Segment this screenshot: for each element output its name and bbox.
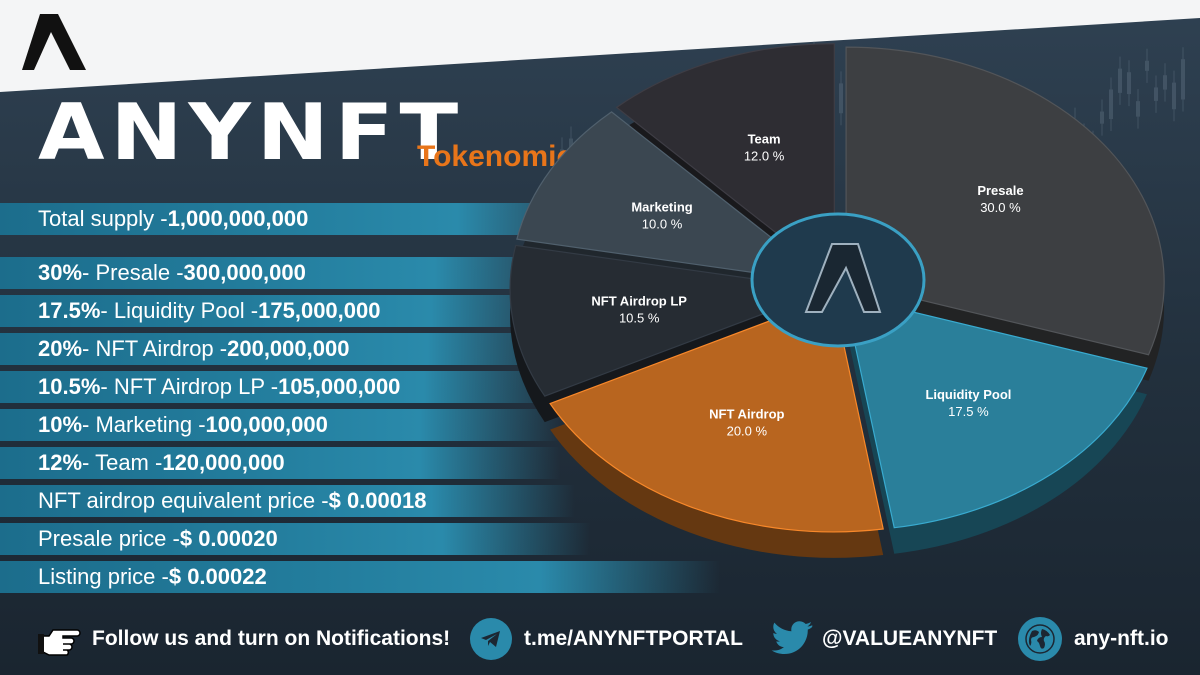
pie-slice-marketing: [516, 111, 832, 285]
pie-label-team: Team: [748, 132, 781, 147]
candle: [1163, 75, 1167, 90]
row-text: Listing price -: [38, 564, 169, 589]
pie-label-liquidity-pool: Liquidity Pool: [925, 387, 1011, 402]
candle: [1127, 72, 1131, 95]
pie-value-marketing: 10.0 %: [642, 216, 683, 231]
row-value: 300,000,000: [183, 260, 306, 285]
row-value: 200,000,000: [227, 336, 350, 361]
footer-website[interactable]: any-nft.io: [1018, 614, 1169, 664]
row-text: - Liquidity Pool -: [100, 298, 259, 323]
row-total-supply: Total supply - 1,000,000,000: [0, 203, 610, 235]
row-text: Total supply -: [38, 206, 168, 231]
pie-slice-nft-airdrop-lp: [509, 244, 829, 397]
candle: [1181, 59, 1185, 100]
row-percent: 30%: [38, 260, 83, 285]
pie-label-marketing: Marketing: [631, 199, 692, 214]
pie-slice-presale: [845, 46, 1165, 356]
pie-label-presale: Presale: [977, 183, 1023, 198]
row-value: 100,000,000: [205, 412, 328, 437]
pie-slice-nft-airdrop: [549, 296, 884, 533]
row-text: Presale price -: [38, 526, 180, 551]
row-percent: 12%: [38, 450, 83, 475]
row-text: NFT airdrop equivalent price -: [38, 488, 329, 513]
row-team: 12% - Team - 120,000,000: [0, 447, 560, 479]
candle: [1109, 89, 1113, 120]
pointing-hand-icon: [38, 629, 81, 656]
pie-value-team: 12.0 %: [744, 149, 785, 164]
row-marketing: 10% - Marketing - 100,000,000: [0, 409, 560, 441]
row-value: 105,000,000: [278, 374, 401, 399]
pie-label-nft-airdrop-lp: NFT Airdrop LP: [591, 293, 687, 308]
row-nft-airdrop-price: NFT airdrop equivalent price - $ 0.00018: [0, 485, 575, 517]
footer-telegram[interactable]: t.me/ANYNFTPORTAL: [470, 614, 743, 664]
footer-twitter[interactable]: @VALUEANYNFT: [770, 614, 997, 664]
row-percent: 17.5%: [38, 298, 101, 323]
twitter-icon: [771, 621, 813, 655]
telegram-icon: [470, 618, 512, 660]
row-text: - NFT Airdrop LP -: [100, 374, 279, 399]
pie-slice-liquidity-pool: [843, 294, 1148, 529]
row-presale: 30% - Presale - 300,000,000: [0, 257, 580, 289]
row-nft-airdrop: 20% - NFT Airdrop - 200,000,000: [0, 333, 570, 365]
row-value: $ 0.00018: [328, 488, 427, 513]
row-value: $ 0.00020: [179, 526, 278, 551]
pie-label-nft-airdrop: NFT Airdrop: [709, 407, 784, 422]
candle: [1145, 60, 1149, 71]
pie-value-nft-airdrop: 20.0 %: [727, 424, 768, 439]
row-value: 120,000,000: [162, 450, 285, 475]
row-listing-price: Listing price - $ 0.00022: [0, 561, 720, 593]
row-percent: 10%: [38, 412, 83, 437]
row-text: - Marketing -: [82, 412, 206, 437]
row-text: - Presale -: [82, 260, 184, 285]
follow-text: Follow us and turn on Notifications!: [92, 627, 451, 650]
candle: [1100, 111, 1104, 124]
twitter-handle[interactable]: @VALUEANYNFT: [822, 627, 998, 650]
row-value: 175,000,000: [258, 298, 381, 323]
candle: [1154, 87, 1158, 101]
row-nft-airdrop-lp: 10.5% - NFT Airdrop LP - 105,000,000: [0, 371, 565, 403]
candle: [1172, 82, 1176, 110]
row-text: - NFT Airdrop -: [82, 336, 228, 361]
row-percent: 20%: [38, 336, 83, 361]
candle: [839, 83, 843, 114]
pie-slice-team: [615, 43, 835, 280]
candle: [1118, 68, 1122, 93]
website-link[interactable]: any-nft.io: [1074, 627, 1169, 650]
pie-value-nft-airdrop-lp: 10.5 %: [619, 310, 660, 325]
candle: [1136, 101, 1140, 117]
row-percent: 10.5%: [38, 374, 101, 399]
row-value: 1,000,000,000: [167, 206, 309, 231]
row-presale-price: Presale price - $ 0.00020: [0, 523, 590, 555]
row-value: $ 0.00022: [168, 564, 267, 589]
brand-name: ANYNFT: [38, 87, 465, 178]
anynft-logo-icon: [22, 14, 86, 70]
row-text: - Team -: [82, 450, 163, 475]
telegram-link[interactable]: t.me/ANYNFTPORTAL: [524, 627, 743, 650]
pie-value-liquidity-pool: 17.5 %: [948, 404, 989, 419]
pie-value-presale: 30.0 %: [980, 200, 1021, 215]
footer-follow: Follow us and turn on Notifications!: [38, 614, 450, 664]
center-logo-icon: [804, 243, 882, 313]
globe-icon: [1018, 617, 1062, 661]
row-liquidity-pool: 17.5% - Liquidity Pool - 175,000,000: [0, 295, 575, 327]
